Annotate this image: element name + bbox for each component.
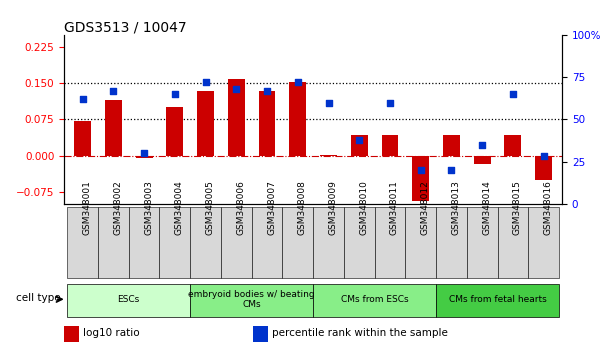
Text: GSM348009: GSM348009 (329, 180, 337, 235)
Bar (197, 91, 214, 155)
Bar (258, 91, 276, 155)
FancyBboxPatch shape (190, 207, 221, 278)
Bar (166, 108, 183, 155)
Point (232, 86, 241, 92)
FancyBboxPatch shape (436, 284, 559, 317)
Text: percentile rank within the sample: percentile rank within the sample (273, 329, 448, 338)
Point (416, 167, 426, 173)
Bar (381, 135, 398, 155)
Text: log10 ratio: log10 ratio (83, 329, 140, 338)
Point (200, 80, 210, 85)
FancyBboxPatch shape (98, 207, 129, 278)
FancyBboxPatch shape (159, 207, 190, 278)
FancyBboxPatch shape (344, 207, 375, 278)
Bar (474, 155, 491, 164)
Point (477, 142, 487, 148)
Text: ESCs: ESCs (117, 295, 140, 304)
Bar (74, 121, 91, 155)
FancyBboxPatch shape (67, 207, 98, 278)
Text: cell type: cell type (16, 293, 61, 303)
Text: embryoid bodies w/ beating
CMs: embryoid bodies w/ beating CMs (188, 290, 315, 309)
Bar (290, 82, 306, 155)
Text: GDS3513 / 10047: GDS3513 / 10047 (64, 20, 187, 34)
Text: GSM348013: GSM348013 (452, 180, 461, 235)
Bar (535, 155, 552, 179)
FancyBboxPatch shape (252, 207, 282, 278)
Point (139, 150, 149, 156)
Point (170, 91, 180, 97)
Bar (505, 135, 521, 155)
Point (508, 91, 518, 97)
FancyBboxPatch shape (190, 284, 313, 317)
Bar (136, 155, 153, 158)
FancyBboxPatch shape (405, 207, 436, 278)
FancyBboxPatch shape (313, 284, 436, 317)
FancyBboxPatch shape (436, 207, 467, 278)
Point (539, 154, 549, 159)
Text: GSM348016: GSM348016 (544, 180, 553, 235)
Text: GSM348014: GSM348014 (482, 180, 491, 235)
Text: GSM348006: GSM348006 (236, 180, 245, 235)
Point (108, 88, 118, 94)
Text: GSM348012: GSM348012 (421, 180, 430, 235)
Bar (351, 135, 368, 155)
FancyBboxPatch shape (467, 207, 497, 278)
Bar (412, 155, 429, 201)
Point (324, 100, 334, 105)
Bar (254, 326, 268, 342)
Text: GSM348005: GSM348005 (205, 180, 214, 235)
FancyBboxPatch shape (282, 207, 313, 278)
Bar (443, 135, 460, 155)
Point (385, 100, 395, 105)
FancyBboxPatch shape (375, 207, 405, 278)
Point (262, 88, 272, 94)
Text: CMs from fetal hearts: CMs from fetal hearts (448, 295, 546, 304)
Text: GSM348001: GSM348001 (82, 180, 92, 235)
Text: GSM348007: GSM348007 (267, 180, 276, 235)
Point (293, 80, 302, 85)
Point (78, 96, 87, 102)
FancyBboxPatch shape (129, 207, 159, 278)
Text: GSM348004: GSM348004 (175, 180, 184, 235)
FancyBboxPatch shape (221, 207, 252, 278)
Point (354, 137, 364, 142)
FancyBboxPatch shape (497, 207, 529, 278)
Text: GSM348011: GSM348011 (390, 180, 399, 235)
FancyBboxPatch shape (313, 207, 344, 278)
Text: CMs from ESCs: CMs from ESCs (341, 295, 408, 304)
FancyBboxPatch shape (67, 284, 190, 317)
Bar (105, 100, 122, 155)
Bar (228, 79, 245, 155)
Text: GSM348002: GSM348002 (113, 180, 122, 235)
Text: GSM348010: GSM348010 (359, 180, 368, 235)
Text: GSM348003: GSM348003 (144, 180, 153, 235)
FancyBboxPatch shape (529, 207, 559, 278)
Point (447, 167, 456, 173)
Text: GSM348015: GSM348015 (513, 180, 522, 235)
Text: GSM348008: GSM348008 (298, 180, 307, 235)
Bar (64, 326, 79, 342)
